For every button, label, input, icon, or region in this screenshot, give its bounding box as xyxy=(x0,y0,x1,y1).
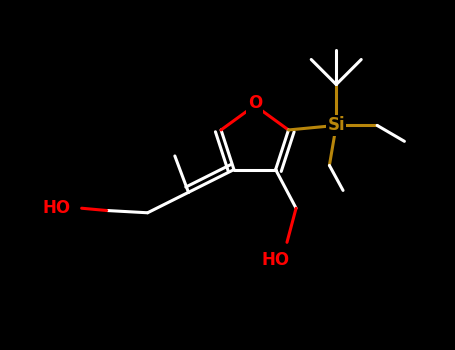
Text: HO: HO xyxy=(262,251,290,268)
Text: Si: Si xyxy=(328,117,345,134)
Text: O: O xyxy=(248,94,262,112)
Text: HO: HO xyxy=(43,199,71,217)
